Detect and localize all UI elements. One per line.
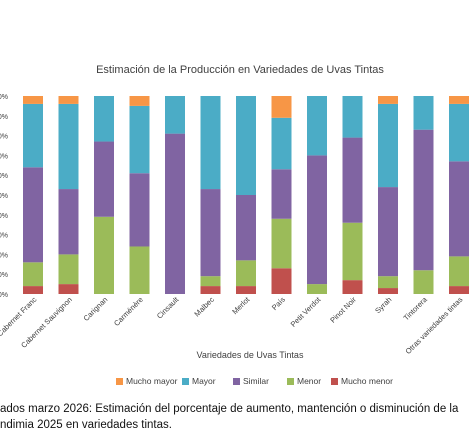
bar-segment-menor [236,260,256,287]
bar-segment-menor [129,246,150,294]
legend-label: Mucho menor [341,376,393,386]
y-tick-label: 40% [0,213,8,220]
legend-swatch [233,378,240,385]
y-tick-label: 100% [0,94,8,101]
bar-segment-similar [307,155,327,285]
chart-title: Estimación de la Producción en Variedade… [96,64,384,76]
bar-segment-mayor [23,103,43,168]
bar-segment-menor [94,216,114,294]
bar-segment-similar [200,189,221,277]
bar-segment-similar [94,141,114,217]
bar-segment-mucho-mayor [23,96,43,104]
legend-swatch [182,378,189,385]
legend-label: Similar [243,376,269,386]
bar-segment-mucho-menor [200,286,221,294]
x-tick-label: Pinot Noir [328,295,358,325]
bar-segment-mayor [271,117,292,170]
bar-segment-similar [23,167,43,263]
legend-label: Mayor [192,376,216,386]
bar-segment-menor [413,270,434,294]
bar-segment-mucho-menor [236,286,256,294]
x-tick-label: Malbec [192,295,216,319]
y-tick-label: 10% [0,272,8,279]
bar-segment-menor [307,284,327,294]
x-axis-label: Variedades de Uvas Tintas [197,350,304,360]
bar-segment-mayor [94,96,114,142]
bar-segment-similar [165,133,185,294]
bar-segment-similar [449,161,469,257]
y-tick-label: 80% [0,134,8,141]
y-tick-label: 60% [0,173,8,180]
bar-segment-mucho-mayor [449,96,469,104]
bar-segment-mucho-mayor [271,96,292,118]
y-tick-label: 30% [0,233,8,240]
y-tick-label: 50% [0,193,8,200]
bar-segment-mucho-menor [23,286,43,294]
bar-segment-similar [129,173,150,247]
bar-segment-mucho-mayor [129,96,150,106]
legend-swatch [116,378,123,385]
bar-segment-mucho-mayor [58,96,79,104]
bar-segment-menor [200,276,221,287]
bar-segment-mucho-menor [378,288,398,294]
bar-segment-mucho-mayor [378,96,398,104]
caption-line-1: ados marzo 2026: Estimación del porcenta… [0,403,459,415]
bar-segment-menor [449,256,469,287]
bar-segment-mayor [378,103,398,188]
x-tick-label: Carignan [82,295,110,323]
x-tick-label: País [270,295,287,312]
bar-segment-mayor [58,103,79,190]
bar-segment-mayor [413,96,434,130]
bar-segment-mayor [165,96,185,134]
figure-caption: ados marzo 2026: Estimación del porcenta… [0,401,476,433]
bar-segment-similar [413,129,434,271]
bar-segment-similar [342,137,363,223]
bar-segment-mucho-menor [342,280,363,294]
legend-swatch [331,378,338,385]
y-tick-label: 0% [0,292,8,299]
bars-group [23,96,469,294]
x-tick-label: Merlot [230,294,252,316]
x-tick-label: Syrah [373,295,393,315]
bar-segment-mayor [129,105,150,174]
y-tick-label: 90% [0,114,8,121]
legend-label: Menor [297,376,321,386]
bar-segment-mayor [307,96,327,156]
bar-segment-mayor [449,103,469,162]
y-axis-ticks: 0% 10% 20% 30% 40% 50% 60% 70% 80% 90% 100% [0,94,8,299]
x-tick-label: Petit Verdot [289,294,323,328]
x-tick-label: Carménère [112,295,145,328]
bar-segment-similar [378,187,398,277]
bar-segment-mayor [236,96,256,195]
caption-line-2: ndimia 2025 en variedades tintas. [0,419,172,431]
y-tick-label: 20% [0,252,8,259]
legend-swatch [287,378,294,385]
bar-segment-menor [271,218,292,269]
bar-segment-mucho-menor [58,284,79,294]
y-tick-label: 70% [0,153,8,160]
bar-segment-menor [58,254,79,285]
legend: Mucho mayor Mayor Similar Menor Mucho menor [116,376,393,386]
stacked-bar-chart: Estimación de la Producción en Variedade… [0,64,469,386]
bar-segment-similar [271,169,292,219]
bar-segment-similar [236,195,256,261]
bar-segment-menor [342,222,363,281]
bar-segment-menor [378,276,398,289]
x-tick-label: Cinsault [155,294,181,320]
bar-segment-similar [58,189,79,255]
legend-label: Mucho mayor [126,376,178,386]
bar-segment-mucho-menor [271,268,292,294]
bar-segment-mayor [342,96,363,138]
bar-segment-menor [23,262,43,287]
bar-segment-mayor [200,96,221,190]
x-tick-label: Tintorera [402,294,430,322]
bar-segment-mucho-menor [449,286,469,294]
